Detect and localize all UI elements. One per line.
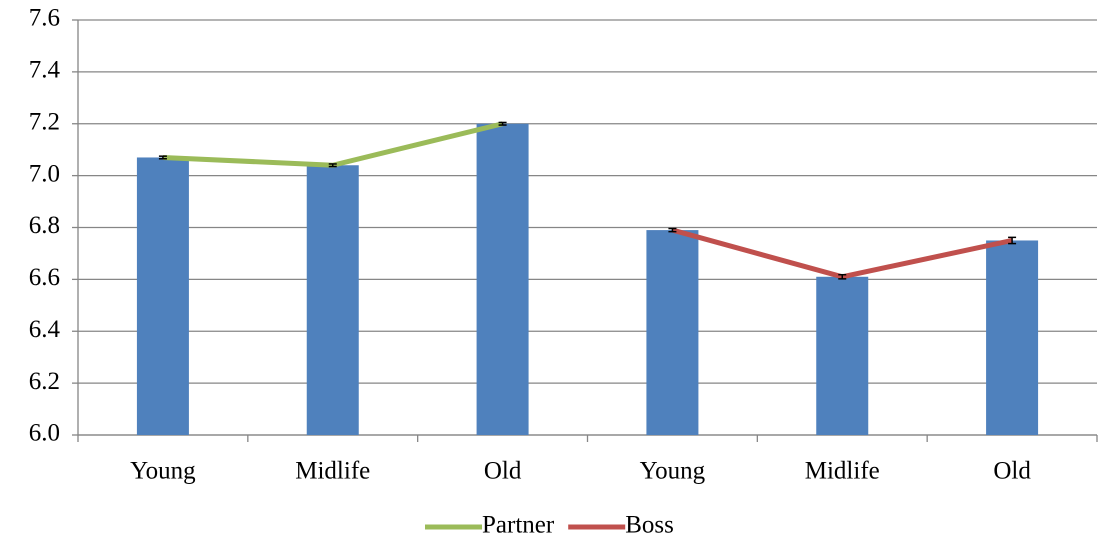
line-series [162, 121, 504, 168]
legend-label: Partner [482, 512, 555, 539]
x-tick-label: Old [993, 458, 1031, 485]
legend-label: Boss [625, 512, 674, 539]
bar [476, 123, 529, 435]
y-tick-label: 6.2 [29, 368, 60, 395]
x-tick-label: Midlife [805, 458, 880, 485]
bar [306, 165, 359, 435]
bar [816, 276, 869, 435]
x-tick-label: Young [640, 458, 706, 485]
error-bar [1008, 236, 1017, 245]
error-bar [498, 121, 507, 126]
error-bar [838, 273, 847, 280]
y-tick-label: 7.6 [29, 5, 60, 32]
y-tick-label: 7.0 [29, 160, 60, 187]
y-tick-label: 6.0 [29, 420, 60, 447]
bar [986, 240, 1039, 435]
y-tick-label: 6.8 [29, 212, 60, 239]
x-tick-label: Midlife [295, 458, 370, 485]
y-tick-label: 6.4 [29, 316, 61, 343]
y-tick-label: 6.6 [29, 264, 60, 291]
y-tick-label: 7.2 [29, 108, 60, 135]
line-series [671, 227, 1013, 280]
error-bar [328, 163, 337, 168]
error-bar [668, 227, 677, 233]
x-tick-label: Old [484, 458, 522, 485]
bar [136, 157, 189, 435]
x-tick-label: Young [130, 458, 196, 485]
y-tick-label: 7.4 [29, 57, 61, 84]
error-bar [158, 155, 167, 160]
bar [646, 230, 699, 435]
